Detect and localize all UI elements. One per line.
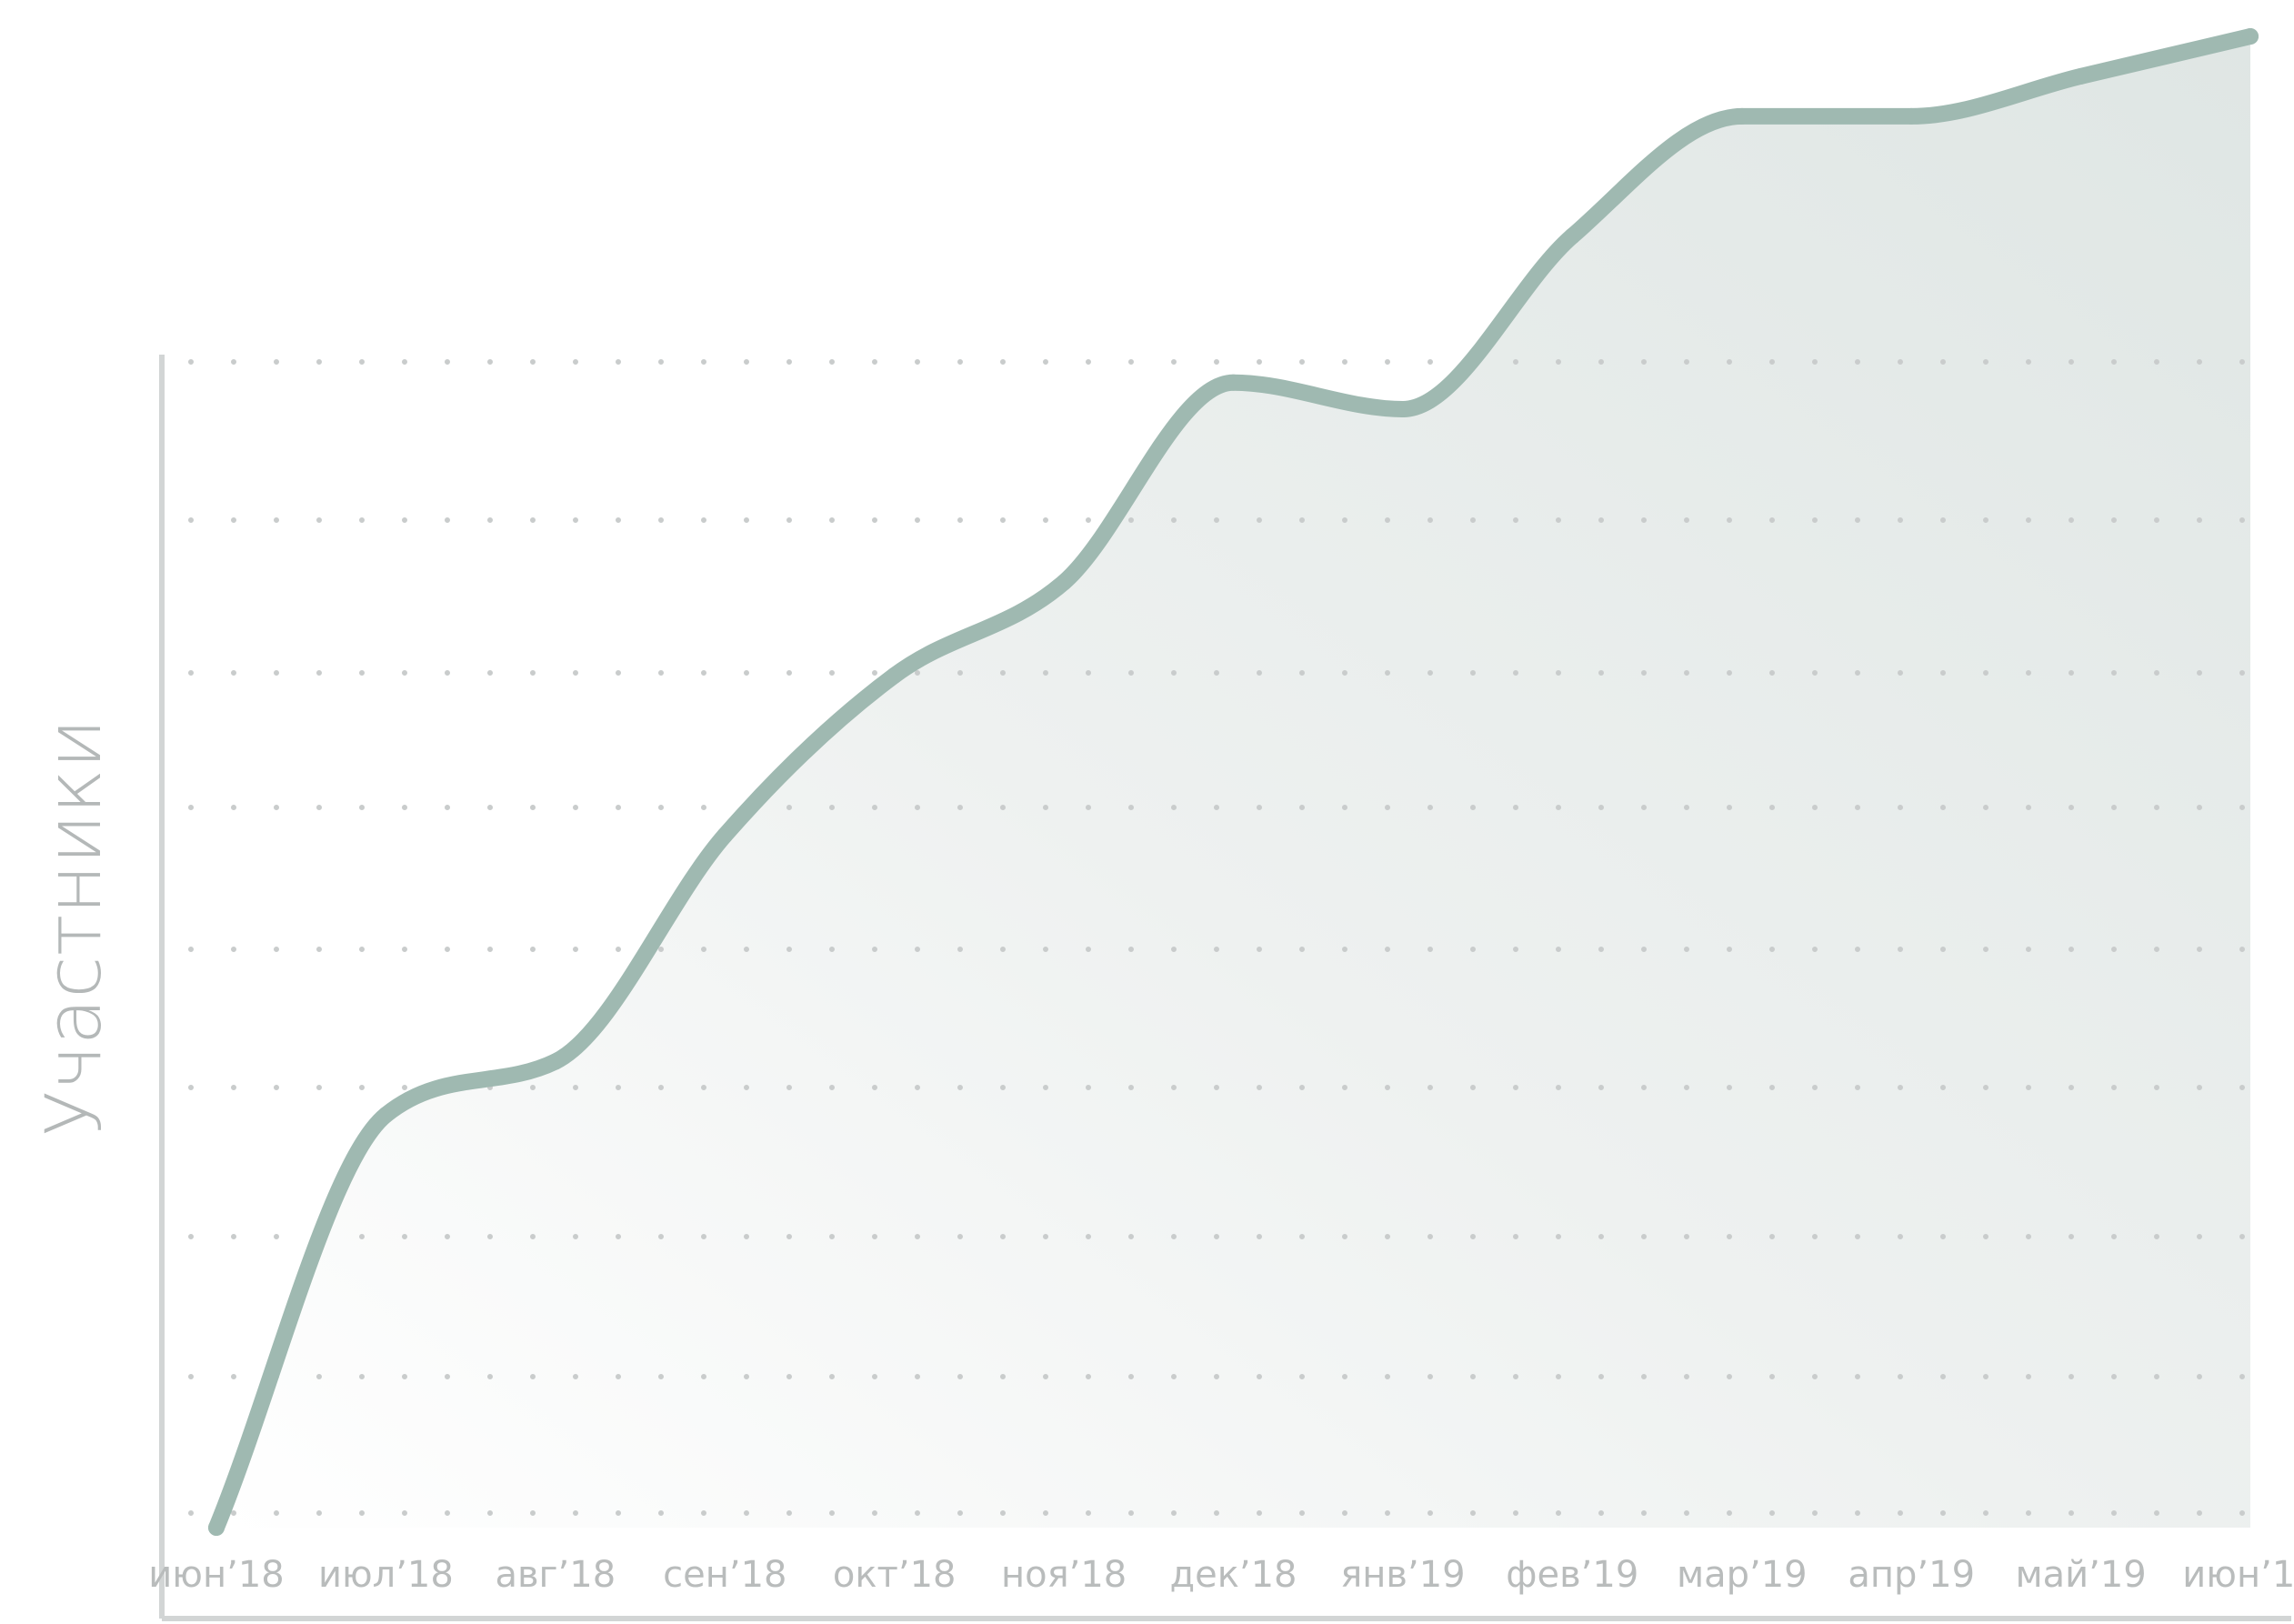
x-tick-label: фев’19 xyxy=(1506,1554,1638,1596)
data-point-8 xyxy=(1394,401,1411,417)
x-tick-label: янв’19 xyxy=(1340,1554,1465,1596)
label-layer: июн’18 июл’18 авг’18 сен’18 окт’18 ноя’18 дек’… xyxy=(29,718,2294,1596)
x-tick-label: окт’18 xyxy=(833,1554,957,1596)
x-tick-label: авг’18 xyxy=(495,1554,616,1596)
data-point-2 xyxy=(377,1107,395,1124)
series-line xyxy=(208,28,2259,1536)
x-tick-label: апр’19 xyxy=(1848,1554,1975,1596)
x-tick-label: июн’19 xyxy=(2182,1554,2294,1596)
data-point-10 xyxy=(1733,107,1750,125)
data-point-9 xyxy=(1564,227,1581,245)
data-point-11 xyxy=(1903,107,1920,125)
x-tick-label: июн’18 xyxy=(148,1554,284,1596)
data-point-13 xyxy=(2242,28,2259,45)
y-axis-title: Участники xyxy=(29,718,118,1137)
x-tick-label: ноя’18 xyxy=(1001,1554,1127,1596)
x-tick-label: мар’19 xyxy=(1677,1554,1808,1596)
data-point-6 xyxy=(1056,574,1073,591)
data-point-12 xyxy=(2072,67,2089,85)
line-layer xyxy=(208,28,2259,1536)
data-point-7 xyxy=(1225,374,1242,391)
data-point-5 xyxy=(886,667,903,684)
x-tick-label: май’19 xyxy=(2015,1554,2146,1596)
x-tick-label: июл’18 xyxy=(318,1554,454,1596)
area-layer xyxy=(216,36,2250,1528)
data-point-3 xyxy=(546,1053,564,1070)
series-area xyxy=(216,36,2250,1528)
data-point-1 xyxy=(208,1519,225,1536)
data-point-4 xyxy=(716,827,734,844)
x-tick-label: дек’18 xyxy=(1169,1554,1297,1596)
x-tick-label: сен’18 xyxy=(663,1554,786,1596)
axis-layer xyxy=(159,355,2291,1621)
